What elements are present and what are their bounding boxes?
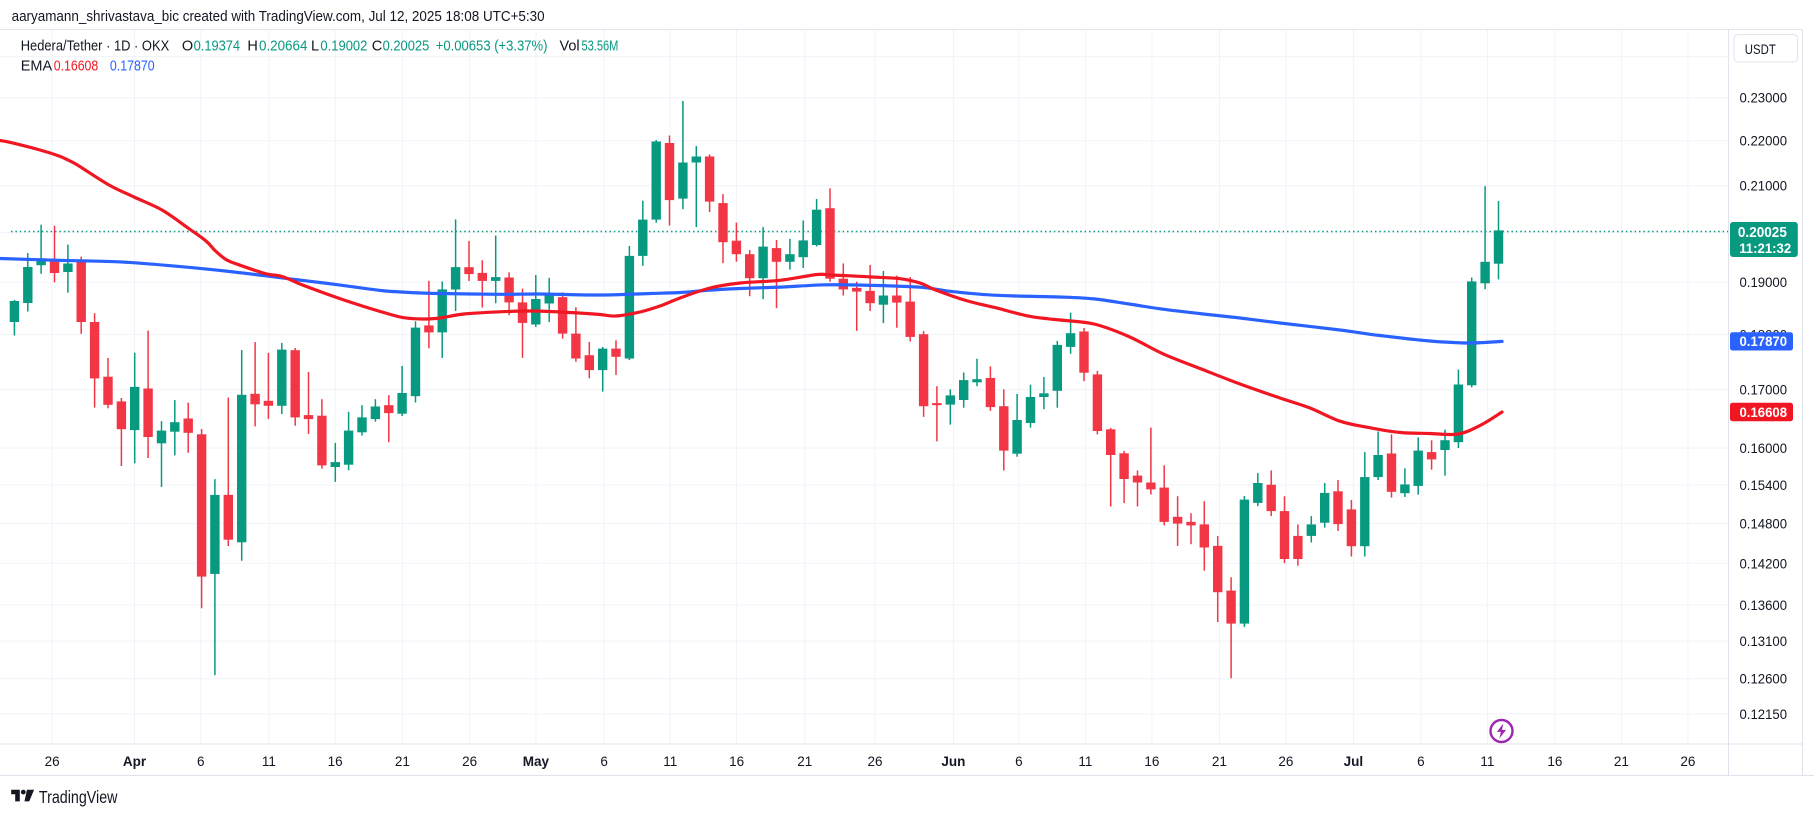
svg-text:0.20025: 0.20025: [1738, 225, 1787, 241]
svg-text:6: 6: [1417, 754, 1425, 769]
svg-text:0.14200: 0.14200: [1740, 555, 1788, 571]
svg-text:6: 6: [600, 754, 608, 769]
svg-text:21: 21: [1212, 754, 1227, 769]
svg-text:26: 26: [1680, 754, 1695, 769]
svg-text:0.19002: 0.19002: [320, 39, 367, 55]
svg-text:16: 16: [729, 754, 744, 769]
svg-text:6: 6: [197, 754, 205, 769]
svg-text:11:21:32: 11:21:32: [1739, 241, 1791, 256]
svg-text:0.17000: 0.17000: [1740, 382, 1788, 398]
svg-text:0.16000: 0.16000: [1740, 440, 1788, 456]
svg-text:H: H: [247, 39, 257, 55]
svg-text:0.16608: 0.16608: [1740, 404, 1788, 420]
svg-text:26: 26: [867, 754, 882, 769]
svg-text:0.23000: 0.23000: [1740, 90, 1788, 106]
svg-text:0.21000: 0.21000: [1740, 178, 1788, 194]
svg-text:16: 16: [1144, 754, 1159, 769]
svg-text:0.12600: 0.12600: [1740, 671, 1788, 687]
svg-text:0.13100: 0.13100: [1740, 633, 1788, 649]
svg-text:26: 26: [462, 754, 477, 769]
svg-text:0.19000: 0.19000: [1740, 274, 1788, 290]
svg-text:0.22000: 0.22000: [1740, 133, 1788, 149]
svg-text:53.56M: 53.56M: [582, 39, 619, 55]
svg-text:L: L: [311, 39, 319, 55]
svg-text:Jun: Jun: [941, 754, 965, 769]
svg-text:0.15400: 0.15400: [1740, 477, 1788, 493]
svg-text:TradingView: TradingView: [39, 787, 118, 807]
svg-text:0.19374: 0.19374: [194, 39, 241, 55]
svg-text:Apr: Apr: [123, 754, 147, 769]
svg-text:0.14800: 0.14800: [1740, 515, 1788, 531]
svg-text:21: 21: [797, 754, 812, 769]
svg-text:0.12150: 0.12150: [1740, 706, 1788, 722]
svg-text:Hedera/Tether · 1D · OKX: Hedera/Tether · 1D · OKX: [21, 39, 170, 55]
svg-text:11: 11: [1480, 754, 1494, 769]
svg-text:0.20025: 0.20025: [383, 39, 430, 55]
svg-text:11: 11: [1078, 754, 1092, 769]
svg-text:C: C: [372, 39, 382, 55]
svg-text:21: 21: [395, 754, 410, 769]
svg-text:26: 26: [1278, 754, 1293, 769]
svg-text:Jul: Jul: [1344, 754, 1364, 769]
svg-text:0.20664: 0.20664: [259, 39, 307, 55]
svg-text:0.13600: 0.13600: [1740, 597, 1788, 613]
svg-text:21: 21: [1614, 754, 1629, 769]
svg-text:0.17870: 0.17870: [110, 59, 155, 75]
svg-text:26: 26: [45, 754, 60, 769]
svg-text:11: 11: [663, 754, 677, 769]
svg-text:Vol: Vol: [560, 39, 580, 55]
svg-text:O: O: [182, 39, 193, 55]
svg-text:0.16608: 0.16608: [54, 59, 98, 75]
svg-text:aaryamann_shrivastava_bic crea: aaryamann_shrivastava_bic created with T…: [12, 9, 545, 25]
svg-text:0.17870: 0.17870: [1740, 333, 1788, 349]
svg-text:+0.00653 (+3.37%): +0.00653 (+3.37%): [436, 39, 548, 55]
svg-text:11: 11: [262, 754, 276, 769]
svg-text:May: May: [523, 754, 550, 769]
svg-text:16: 16: [328, 754, 343, 769]
svg-text:USDT: USDT: [1745, 41, 1776, 57]
svg-text:6: 6: [1015, 754, 1023, 769]
svg-text:EMA: EMA: [21, 59, 53, 75]
svg-text:16: 16: [1547, 754, 1562, 769]
